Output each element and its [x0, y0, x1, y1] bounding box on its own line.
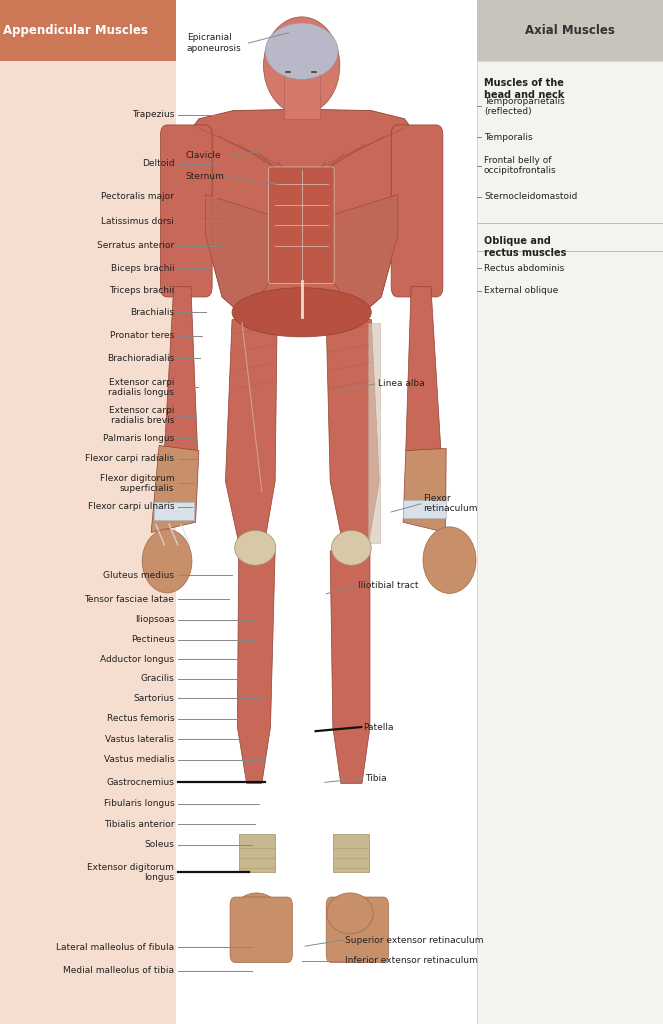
Text: Gastrocnemius: Gastrocnemius	[107, 778, 174, 786]
FancyBboxPatch shape	[368, 323, 380, 543]
Polygon shape	[237, 551, 275, 783]
Text: Clavicle: Clavicle	[186, 152, 221, 160]
Text: Fibularis longus: Fibularis longus	[103, 800, 174, 808]
Polygon shape	[174, 110, 430, 319]
Text: Pectineus: Pectineus	[131, 636, 174, 644]
Text: Appendicular Muscles: Appendicular Muscles	[3, 25, 149, 37]
Text: Gracilis: Gracilis	[141, 675, 174, 683]
FancyBboxPatch shape	[403, 500, 446, 518]
Polygon shape	[406, 287, 441, 451]
Text: Brachialis: Brachialis	[130, 308, 174, 316]
Text: Sternum: Sternum	[186, 172, 225, 180]
FancyBboxPatch shape	[154, 502, 194, 520]
Text: Rectus femoris: Rectus femoris	[107, 715, 174, 723]
FancyBboxPatch shape	[326, 897, 389, 963]
Bar	[477, 0, 663, 61]
Text: Temporalis: Temporalis	[484, 133, 532, 141]
Text: Lateral malleolus of fibula: Lateral malleolus of fibula	[56, 943, 174, 951]
Text: Trapezius: Trapezius	[132, 111, 174, 119]
Text: Tibialis anterior: Tibialis anterior	[104, 820, 174, 828]
Text: Brachioradialis: Brachioradialis	[107, 354, 174, 362]
Text: Iliopsoas: Iliopsoas	[135, 615, 174, 624]
FancyBboxPatch shape	[333, 834, 369, 872]
Text: Sartorius: Sartorius	[133, 694, 174, 702]
Text: Frontal belly of
occipitofrontalis: Frontal belly of occipitofrontalis	[484, 157, 557, 175]
Text: Triceps brachii: Triceps brachii	[109, 287, 174, 295]
Text: Medial malleolus of tibia: Medial malleolus of tibia	[64, 967, 174, 975]
Ellipse shape	[332, 530, 371, 565]
Bar	[0, 61, 176, 1024]
Text: Rectus abdominis: Rectus abdominis	[484, 264, 564, 272]
Text: Extensor carpi
radialis brevis: Extensor carpi radialis brevis	[109, 407, 174, 425]
Text: Flexor carpi radialis: Flexor carpi radialis	[86, 455, 174, 463]
Text: Pronator teres: Pronator teres	[110, 332, 174, 340]
Text: Vastus lateralis: Vastus lateralis	[105, 735, 174, 743]
Text: Serratus anterior: Serratus anterior	[97, 242, 174, 250]
Polygon shape	[206, 195, 271, 317]
Ellipse shape	[142, 529, 192, 593]
Bar	[284, 68, 320, 119]
Text: Inferior extensor retinaculum: Inferior extensor retinaculum	[345, 956, 477, 965]
FancyBboxPatch shape	[239, 834, 275, 872]
Text: Temporoparietalis
(reflected): Temporoparietalis (reflected)	[484, 97, 565, 116]
Text: Linea alba: Linea alba	[378, 380, 425, 388]
Text: Axial Muscles: Axial Muscles	[525, 25, 615, 37]
Ellipse shape	[232, 288, 371, 337]
Ellipse shape	[233, 893, 280, 934]
FancyBboxPatch shape	[160, 125, 212, 297]
Polygon shape	[151, 445, 199, 532]
Text: Iliotibial tract: Iliotibial tract	[358, 582, 418, 590]
Text: Tibia: Tibia	[365, 774, 387, 782]
Polygon shape	[403, 449, 446, 532]
Text: Superior extensor retinaculum: Superior extensor retinaculum	[345, 936, 483, 944]
Text: Extensor digitorum
longus: Extensor digitorum longus	[88, 863, 174, 882]
Text: Adductor longus: Adductor longus	[100, 655, 174, 664]
Bar	[477, 61, 663, 1024]
Polygon shape	[164, 287, 198, 451]
Text: Oblique and
rectus muscles: Oblique and rectus muscles	[484, 236, 566, 258]
Text: Soleus: Soleus	[145, 841, 174, 849]
Text: Latissimus dorsi: Latissimus dorsi	[101, 217, 174, 225]
Text: Flexor
retinaculum: Flexor retinaculum	[423, 495, 477, 513]
Ellipse shape	[327, 893, 373, 934]
FancyBboxPatch shape	[230, 897, 292, 963]
Text: Flexor digitorum
superficialis: Flexor digitorum superficialis	[99, 474, 174, 493]
Text: Biceps brachii: Biceps brachii	[111, 264, 174, 272]
Bar	[0, 0, 176, 61]
Ellipse shape	[423, 526, 476, 594]
Text: Muscles of the
head and neck: Muscles of the head and neck	[484, 78, 564, 100]
Polygon shape	[332, 195, 398, 317]
Polygon shape	[225, 319, 277, 547]
Text: Gluteus medius: Gluteus medius	[103, 571, 174, 580]
Text: Flexor carpi ulnaris: Flexor carpi ulnaris	[88, 503, 174, 511]
Text: Pectoralis major: Pectoralis major	[101, 193, 174, 201]
Ellipse shape	[263, 16, 339, 114]
Text: Extensor carpi
radialis longus: Extensor carpi radialis longus	[109, 378, 174, 396]
Text: Epicranial
aponeurosis: Epicranial aponeurosis	[187, 34, 242, 52]
FancyBboxPatch shape	[391, 125, 443, 297]
Text: Sternocleidomastoid: Sternocleidomastoid	[484, 193, 577, 201]
Ellipse shape	[265, 24, 338, 80]
Text: Patella: Patella	[363, 723, 394, 731]
Text: Palmaris longus: Palmaris longus	[103, 434, 174, 442]
Ellipse shape	[235, 530, 276, 565]
FancyBboxPatch shape	[269, 167, 334, 284]
Polygon shape	[326, 319, 379, 547]
Text: Tensor fasciae latae: Tensor fasciae latae	[84, 595, 174, 603]
Polygon shape	[330, 551, 370, 783]
Text: External oblique: External oblique	[484, 287, 558, 295]
Text: Vastus medialis: Vastus medialis	[104, 756, 174, 764]
Text: Deltoid: Deltoid	[142, 160, 174, 168]
